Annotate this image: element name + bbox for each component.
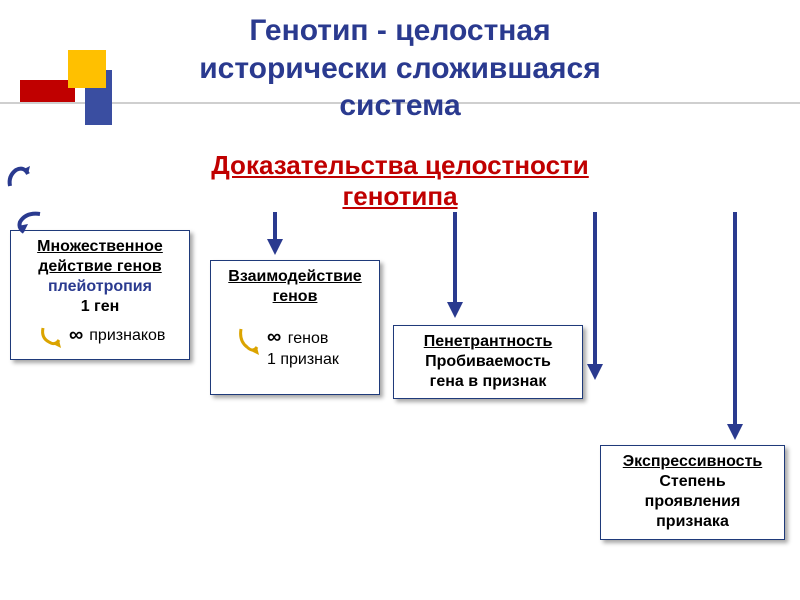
box1-head-l1: Множественное	[37, 238, 163, 255]
box4-line3: признака	[609, 512, 776, 532]
box-pleiotropy: Множественное действие генов плейотропия…	[10, 230, 190, 360]
box-interaction: Взаимодействие генов ∞ генов 1 признак	[210, 260, 380, 395]
box4-head: Экспрессивность	[609, 452, 776, 472]
box2-tail1: генов	[288, 330, 329, 347]
box3-line1: Пробиваемость	[402, 352, 574, 372]
curve-arrow-top-icon	[14, 210, 48, 238]
box1-tail: признаков	[89, 326, 165, 346]
curve-arrow-icon	[237, 325, 263, 361]
box2-head: Взаимодействие генов	[219, 267, 371, 307]
curve-arrow-icon	[39, 324, 65, 348]
box4-line1: Степень	[609, 472, 776, 492]
box2-tail2: 1 признак	[267, 350, 339, 370]
infinity-icon: ∞	[267, 325, 281, 350]
box4-line2: проявления	[609, 492, 776, 512]
infinity-icon: ∞	[69, 323, 83, 348]
box1-head-l2: действие генов	[38, 258, 161, 275]
box2-head-l2: генов	[273, 288, 318, 305]
box3-line2: гена в признак	[402, 372, 574, 392]
box1-sub1: плейотропия	[19, 277, 181, 297]
box1-sub2: 1 ген	[19, 297, 181, 317]
box-penetrance: Пенетрантность Пробиваемость гена в приз…	[393, 325, 583, 399]
box3-head: Пенетрантность	[402, 332, 574, 352]
box1-head: Множественное действие генов	[19, 237, 181, 277]
box2-head-l1: Взаимодействие	[228, 268, 361, 285]
box-expressivity: Экспрессивность Степень проявления призн…	[600, 445, 785, 540]
